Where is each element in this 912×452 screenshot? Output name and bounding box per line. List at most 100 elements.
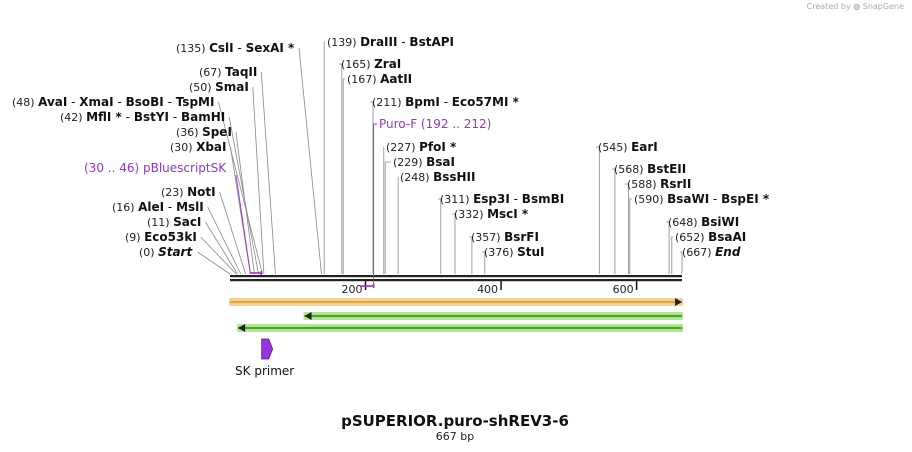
site-label-pfoi: (227) PfoI * [386,140,457,154]
enzyme-name-stui: StuI [517,245,544,259]
site-labels: (135) CslI - SexAI * (139) DraIII - BstAP… [12,35,770,259]
enzyme-name-bsai: BsaI [426,155,455,169]
features: SK primer [235,338,294,378]
tick-label-200: 200 [342,283,363,296]
site-label-start: (0) Start [139,245,193,259]
enzyme-name-esp3i: Esp3I [473,192,510,206]
leader-line-draiii [323,41,325,274]
leader-line-start [197,251,231,275]
plasmid-length: 667 bp [436,430,474,443]
site-position: (9) [125,231,144,244]
site-label-eari: (545) EarI [598,140,658,154]
leader-line-bsai [384,161,391,274]
site-position: (667) [682,246,715,259]
site-position: (36) [176,126,202,139]
leader-line-msci [452,213,456,274]
site-label-bsshii: (248) BssHII [400,170,475,184]
site-position: (30) [170,141,196,154]
enzyme-name-sexai: SexAI * [246,41,295,55]
name-separator: - [122,110,134,124]
enzyme-name-bsrfi: BsrFI [504,230,539,244]
leader-line-stui [482,251,486,274]
primer-leader-pbluescriptsk [235,174,251,274]
leader-line-bsrfi [469,236,473,274]
snapgene-credit: Created by ◍ SnapGene [807,2,904,11]
site-label-saci: (11) SacI [147,215,201,229]
feature-tracks [229,298,683,332]
enzyme-name-taqii: TaqII [225,65,257,79]
site-position: (67) [199,66,225,79]
enzyme-name-bsteii: BstEII [647,162,686,176]
leader-line-smai [252,86,265,275]
site-position: (135) [176,42,209,55]
primer-annotations: Puro-F (192 .. 212) (30 .. 46) pBluescrip… [84,117,491,288]
site-label-noti: (23) NotI [161,185,216,199]
site-label-csli: (135) CslI - SexAI * [176,41,295,55]
name-separator: - [709,192,721,206]
site-label-bsteii: (568) BstEII [614,162,686,176]
backbone-top-strand [230,275,682,278]
enzyme-name-msci: MscI * [487,207,529,221]
site-position: (23) [161,186,187,199]
site-position: (568) [614,163,647,176]
enzyme-name-spei: SpeI [202,125,232,139]
primer-range: (30 .. 46) [84,161,143,175]
primer-name: pBluescriptSK [143,161,227,175]
name-separator: - [164,95,176,109]
site-label-bsrfi: (357) BsrFI [471,230,539,244]
enzyme-name-bsobi: BsoBI [126,95,164,109]
site-label-end: (667) End [682,245,741,259]
enzyme-name-bsaai: BsaAI [708,230,746,244]
site-position: (165) [341,58,374,71]
leader-line-alei [207,206,242,275]
feature-shape-sk-primer [261,338,274,360]
site-position: (357) [471,231,504,244]
enzyme-name-saci: SacI [173,215,201,229]
enzyme-name-msli: MslI [176,200,204,214]
site-position: (0) [139,246,158,259]
enzyme-name-avai: AvaI [38,95,67,109]
leader-line-noti [219,191,246,275]
leader-line-end [680,251,683,274]
enzyme-name-aatii: AatII [380,72,412,86]
site-position: (248) [400,171,433,184]
enzyme-name-bsshii: BssHII [433,170,475,184]
site-position: (590) [634,193,667,206]
leader-line-bsiwi [666,221,670,274]
leader-line-zrai [339,63,343,274]
site-label-stui: (376) StuI [484,245,544,259]
name-separator: - [510,192,522,206]
backbone-bottom-strand [230,279,682,282]
enzyme-name-eco57mi: Eco57MI * [452,95,520,109]
leader-line-bpmi [370,101,374,274]
primer-label-pbluescriptsk: (30 .. 46) pBluescriptSK [84,161,227,175]
tick-label-400: 400 [477,283,498,296]
name-separator: - [234,41,246,55]
site-position: (11) [147,216,173,229]
site-position: (50) [189,81,215,94]
site-label-spei: (36) SpeI [176,125,232,139]
enzyme-name-alei: AleI [138,200,164,214]
primer-label-puro-f: Puro-F (192 .. 212) [379,117,491,131]
enzyme-name-xbai: XbaI [196,140,226,154]
leader-line-bsawi [629,198,632,274]
enzyme-name-bstapi: BstAPI [409,35,454,49]
enzyme-name-csli: CslI [209,41,234,55]
site-position: (332) [454,208,487,221]
enzyme-name-xmai: XmaI [79,95,113,109]
site-label-esp3i: (311) Esp3I - BsmBI [440,192,564,206]
track-arrowhead-0 [675,298,682,306]
name-separator: - [114,95,126,109]
leader-line-bsteii [612,168,616,274]
site-label-zrai: (165) ZraI [341,57,401,71]
site-position: (588) [627,178,660,191]
primer-range: (192 .. 212) [421,117,491,131]
leader-line-bsaai [671,236,673,274]
name-separator: - [164,200,176,214]
snapgene-logo: ◍ [853,2,861,11]
enzyme-name-rsrii: RsrII [660,177,691,191]
site-label-alei: (16) AleI - MslI [112,200,204,214]
site-label-bsiwi: (648) BsiWI [668,215,739,229]
enzyme-name-bpmi: BpmI [405,95,440,109]
track-arrowhead-2 [238,324,246,332]
